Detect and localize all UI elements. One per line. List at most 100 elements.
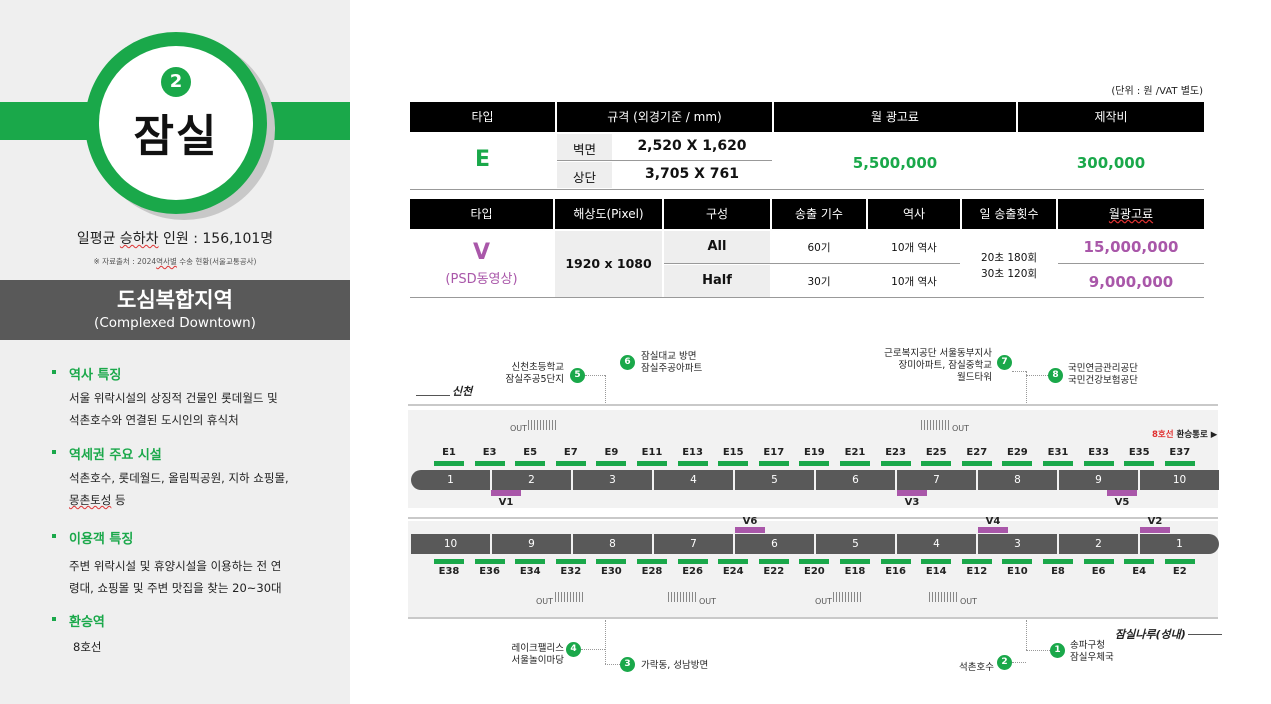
train-car: 6 <box>735 534 814 554</box>
e-slot-label: E9 <box>604 447 619 458</box>
exit-text: 잠실주공5단지 <box>505 374 564 385</box>
e-slot-label: E21 <box>844 447 866 458</box>
unit-note: (단위 : 원 /VAT 별도) <box>1111 86 1203 97</box>
e-slot-bar <box>880 461 911 466</box>
t2-config: All <box>707 239 727 254</box>
t2-fee: 9,000,000 <box>1088 273 1174 291</box>
e-slot-label: E11 <box>641 447 663 458</box>
e-slot-label: E33 <box>1088 447 1109 458</box>
direction-right-arrow <box>1188 634 1222 635</box>
t2-fee: 15,000,000 <box>1083 238 1179 256</box>
t2-config-bg <box>664 231 770 263</box>
train-car: 5 <box>816 534 895 554</box>
exit-text: 국민건강보험공단 <box>1068 375 1138 386</box>
train-car: 2 <box>1059 534 1138 554</box>
t2-daily: 30초 120회 <box>980 268 1038 280</box>
exit-text: 잠실주공아파트 <box>641 363 703 374</box>
t2-header-resolution: 해상도(Pixel) <box>555 199 662 229</box>
train-car: 4 <box>654 470 733 490</box>
stairs-icon <box>929 592 957 602</box>
e-slot-label: E38 <box>438 566 460 577</box>
source-prefix: ※ 자료출처 : 2024 <box>93 257 157 266</box>
e-slot-bar <box>1002 461 1033 466</box>
out-label: OUT <box>960 597 978 606</box>
e-slot-label: E15 <box>722 447 744 458</box>
t2-header-config: 구성 <box>664 199 770 229</box>
exit-connector <box>605 375 606 403</box>
feature-underlined: 몽촌토성 <box>69 493 112 507</box>
e-slot-label: E10 <box>1007 566 1028 577</box>
e-slot-bar <box>840 559 870 564</box>
e-slot-bar <box>758 461 789 466</box>
stairs-icon <box>921 420 949 430</box>
t2-header-daily: 일 송출횟수 <box>962 199 1056 229</box>
v-slot-label: V4 <box>985 516 1001 527</box>
direction-right: 잠실나루(성내) <box>1115 628 1186 641</box>
t1-label-bg <box>557 134 612 160</box>
t1-bottom-line <box>410 189 1204 190</box>
exit-text: 국민연금관리공단 <box>1068 363 1138 374</box>
exit-5-badge: 5 <box>570 368 585 383</box>
t2-station: 10개 역사 <box>891 242 937 254</box>
t2-daily: 20초 180회 <box>980 252 1038 264</box>
t1-label-bg <box>557 162 612 188</box>
feature-body: 8호선 <box>52 636 322 658</box>
transfer-text: 환승통로 ▶ <box>1173 430 1218 440</box>
t2-header-station: 역사 <box>868 199 960 229</box>
e-slot-bar <box>637 461 667 466</box>
exit-4-badge: 4 <box>566 642 581 657</box>
train-car: 7 <box>654 534 733 554</box>
exit-5-label: 신천초등학교 잠실주공5단지 <box>480 362 564 386</box>
e-slot-bar <box>596 559 627 564</box>
exit-connector <box>1012 371 1026 372</box>
feature-line: 석촌호수와 연결된 도시인의 휴식처 <box>69 413 239 427</box>
t2-resolution-bg <box>555 231 662 297</box>
e-slot-bar <box>961 461 992 466</box>
feature-body: 주변 위락시설 및 휴양시설을 이용하는 전 연 령대, 쇼핑몰 및 주변 맛집… <box>52 555 322 599</box>
exit-text: 잠실대교 방면 <box>641 351 697 362</box>
e-slot-label: E34 <box>519 566 541 577</box>
e-slot-label: E25 <box>925 447 947 458</box>
stairs-icon <box>833 592 861 602</box>
v-slot-bar <box>978 527 1008 533</box>
t2-station: 10개 역사 <box>891 276 937 288</box>
feature-line: 서울 위락시설의 상징적 건물인 롯데월드 및 <box>69 391 278 405</box>
e-slot-bar <box>1043 461 1073 466</box>
e-slot-label: E27 <box>966 447 988 458</box>
district-ko: 도심복합지역 <box>117 288 233 312</box>
e-slot-label: E23 <box>885 447 906 458</box>
stairs-icon <box>528 420 556 430</box>
t1-header-type: 타입 <box>410 102 555 132</box>
e-slot-bar <box>515 559 546 564</box>
v-slot-label: V1 <box>498 497 514 508</box>
e-slot-label: E37 <box>1169 447 1191 458</box>
t2-header-count: 송출 기수 <box>772 199 866 229</box>
e-slot-bar <box>718 461 749 466</box>
exit-2-label: 석촌호수 <box>940 662 994 674</box>
e-slot-label: E3 <box>482 447 497 458</box>
e-slot-bar <box>880 559 911 564</box>
t1-type: E <box>474 147 491 172</box>
t1-production-fee: 300,000 <box>1076 154 1146 172</box>
station-info-panel: 2 잠실 일평균 승하차 인원 : 156,101명 ※ 자료출처 : 2024… <box>0 0 350 704</box>
v-slot-bar <box>897 490 927 496</box>
e-slot-bar <box>799 461 830 466</box>
e-slot-label: E36 <box>479 566 500 577</box>
e-slot-bar <box>1124 559 1155 564</box>
e-slot-label: E1 <box>442 447 456 458</box>
v-slot-label: V2 <box>1147 516 1163 527</box>
e-slot-label: E16 <box>885 566 906 577</box>
v-slot-label: V6 <box>742 516 758 527</box>
exit-7-label: 근로복지공단 서울동부지사 장미아파트, 잠실중학교 월드타워 <box>860 348 992 384</box>
t2-row-divider <box>664 263 960 264</box>
train-car: 8 <box>978 470 1057 490</box>
feature-heading: 환승역 <box>52 611 322 630</box>
e-slot-bar <box>921 559 952 564</box>
exit-connector <box>585 375 605 376</box>
t2-row-divider <box>1058 263 1204 264</box>
exit-1-badge: 1 <box>1050 643 1065 658</box>
e-slot-bar <box>555 461 586 466</box>
exit-text: 장미아파트, 잠실중학교 <box>898 360 992 371</box>
t2-config-bg <box>664 265 770 297</box>
exit-7-badge: 7 <box>997 355 1012 370</box>
